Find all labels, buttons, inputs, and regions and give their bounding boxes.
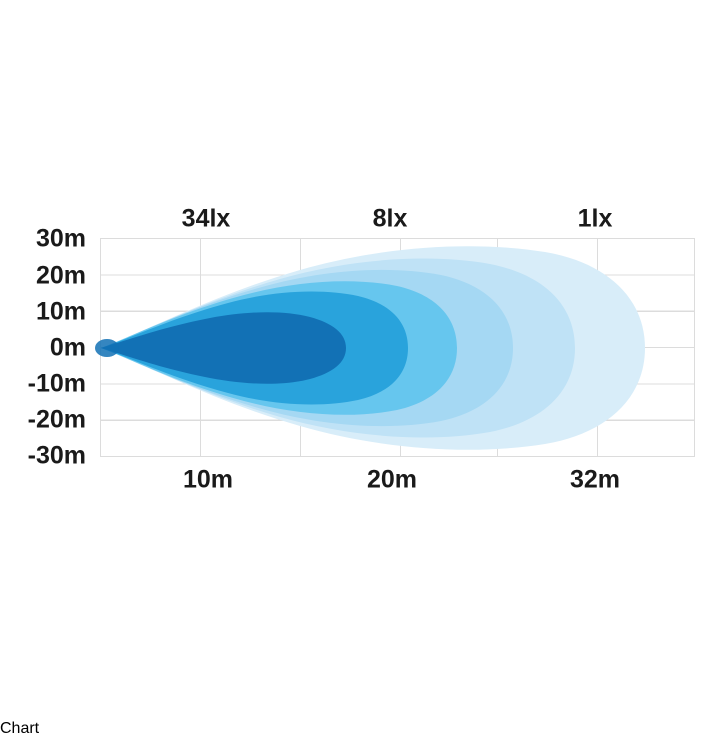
y-tick-label-30m: 30m (35, 224, 86, 253)
beam-origin-glow (95, 339, 119, 357)
x-tick-label-10m: 10m (182, 465, 234, 494)
y-tick-label-10m: 10m (35, 297, 86, 326)
y-tick-label-neg10m: -10m (27, 369, 86, 398)
beam-contour-34lx (101, 312, 346, 384)
beam-contours (101, 246, 645, 450)
beam-origin (95, 339, 119, 357)
x-tick-label-20m: 20m (366, 465, 418, 494)
y-tick-label-neg30m: -30m (27, 441, 86, 470)
illuminance-label-8lx: 8lx (372, 204, 408, 233)
illuminance-label-1lx: 1lx (577, 204, 613, 233)
y-tick-label-0m: 0m (49, 333, 86, 362)
y-tick-label-neg20m: -20m (27, 405, 86, 434)
illuminance-label-34lx: 34lx (181, 204, 231, 233)
beam-pattern-diagram: 30m 20m 10m 0m -10m -20m -30m 34lx 8lx 1… (27, 204, 696, 494)
y-tick-label-20m: 20m (35, 261, 86, 290)
beam-plot-svg (95, 237, 696, 458)
x-tick-label-32m: 32m (569, 465, 621, 494)
